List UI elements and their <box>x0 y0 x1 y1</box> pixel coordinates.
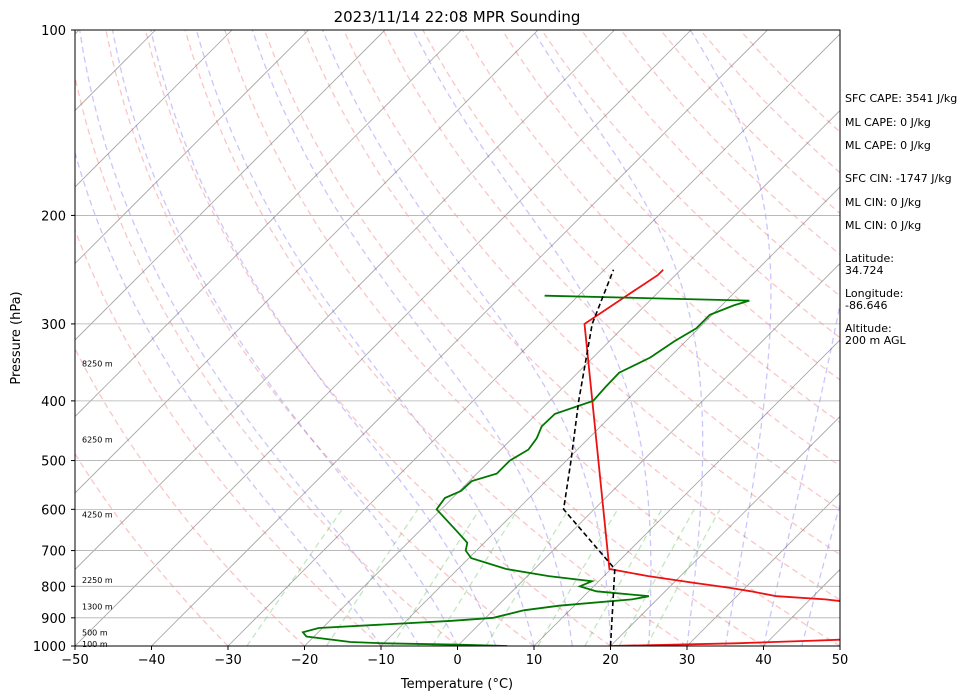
dry-adiabat-line <box>75 74 458 646</box>
y-tick-label: 100 <box>41 24 66 39</box>
moist-adiabat-line <box>532 30 704 646</box>
moist-adiabat-line <box>321 30 612 646</box>
isotherm-line <box>75 30 233 188</box>
height-labels: 100 m 500 m 1300 m 2250 m 4250 m 6250 m 8250 m <box>82 360 113 649</box>
sounding-info: SFC CAPE: 3541 J/kg ML CAPE: 0 J/kg ML C… <box>845 92 957 347</box>
isotherm-line <box>75 30 539 494</box>
mixing-ratio-line <box>537 508 619 646</box>
x-tick-label: −10 <box>367 653 394 668</box>
isotherm-line <box>610 415 840 646</box>
dry-adiabat-line <box>144 30 611 646</box>
dry-adiabat-line <box>343 30 840 556</box>
isotherm-line <box>457 262 840 646</box>
y-tick-label: 200 <box>41 209 66 224</box>
sfc-cin-text: SFC CIN: -1747 J/kg <box>845 172 952 185</box>
isotherm-line <box>75 30 462 418</box>
latitude-value: 34.724 <box>845 264 884 277</box>
isotherm-line <box>151 30 768 646</box>
isotherm-line <box>75 30 692 646</box>
x-tick-label: −40 <box>138 653 165 668</box>
mixing-ratio-line <box>584 508 663 646</box>
moist-adiabat-line <box>111 30 459 646</box>
y-tick-label: 600 <box>41 503 66 518</box>
background-lines <box>75 30 840 646</box>
moist-adiabat-line <box>79 30 420 646</box>
height-label: 4250 m <box>82 511 113 520</box>
isotherm-line <box>380 186 840 646</box>
longitude-value: -86.646 <box>845 299 887 312</box>
y-tick-label: 300 <box>41 318 66 333</box>
moist-adiabat-line <box>412 30 652 646</box>
x-tick-label: 0 <box>453 653 461 668</box>
ml-cin-text: ML CIN: 0 J/kg <box>845 196 921 209</box>
latitude-label: Latitude: <box>845 252 894 265</box>
altitude-value: 200 m AGL <box>845 334 907 347</box>
dry-adiabat-line <box>75 228 382 646</box>
dry-adiabat-line <box>422 30 840 467</box>
x-tick-label: 20 <box>602 653 619 668</box>
isotherm-line <box>75 30 309 265</box>
x-tick-label: 30 <box>679 653 696 668</box>
height-label: 6250 m <box>82 435 113 444</box>
isotherm-line <box>304 109 840 646</box>
dry-adiabat-line <box>184 30 688 646</box>
isotherm-line <box>686 492 840 646</box>
temperature-line <box>583 269 840 646</box>
chart-title: 2023/11/14 22:08 MPR Sounding <box>334 8 581 26</box>
y-tick-label: 700 <box>41 545 66 560</box>
moist-adiabat-line <box>195 30 535 646</box>
dry-adiabat-line <box>75 347 305 646</box>
dry-adiabat-line <box>303 30 840 601</box>
height-label: 2250 m <box>82 576 113 585</box>
y-tick-label: 800 <box>41 580 66 595</box>
ml-cape-text-2: ML CAPE: 0 J/kg <box>845 139 931 152</box>
moist-adiabat-line <box>762 300 840 646</box>
y-tick-label: 900 <box>41 612 66 627</box>
mixing-ratio-line <box>485 508 570 646</box>
height-label: 100 m <box>82 640 108 649</box>
isotherm-line <box>75 30 386 341</box>
height-label: 8250 m <box>82 360 113 369</box>
moist-adiabat-line <box>801 502 840 646</box>
x-tick-label: −50 <box>61 653 88 668</box>
x-tick-label: 50 <box>832 653 849 668</box>
dry-adiabat-line <box>580 30 840 297</box>
dry-adiabat-line <box>105 30 535 646</box>
dry-adiabat-line <box>263 30 840 646</box>
isotherm-line <box>75 30 615 571</box>
mixing-ratio-line <box>646 508 721 646</box>
y-tick-label: 400 <box>41 395 66 410</box>
longitude-label: Longitude: <box>845 287 903 300</box>
axis-ticks: −50 −40 −30 −20 −10 0 10 20 30 40 50 1000 900 800 700 6… <box>33 24 848 668</box>
x-tick-label: 40 <box>755 653 772 668</box>
mixing-ratio-line <box>618 508 695 646</box>
y-tick-label: 1000 <box>33 640 66 655</box>
moist-adiabat-line <box>150 30 497 646</box>
profile-lines <box>301 269 840 646</box>
y-tick-label: 500 <box>41 455 66 470</box>
moist-adiabat-line <box>689 30 772 646</box>
moist-adiabat-line <box>251 30 573 646</box>
dry-adiabat-line <box>382 30 840 511</box>
sfc-cape-text: SFC CAPE: 3541 J/kg <box>845 92 957 105</box>
x-tick-label: 10 <box>526 653 543 668</box>
altitude-label: Altitude: <box>845 322 892 335</box>
ml-cin-text-2: ML CIN: 0 J/kg <box>845 219 921 232</box>
x-tick-label: −20 <box>291 653 318 668</box>
ml-cape-text: ML CAPE: 0 J/kg <box>845 116 931 129</box>
isotherm-line <box>227 33 840 646</box>
dewpoint-line <box>301 294 750 646</box>
x-tick-label: −30 <box>214 653 241 668</box>
x-axis-title: Temperature (°C) <box>400 677 513 692</box>
y-axis-title: Pressure (hPa) <box>9 291 24 384</box>
height-label: 500 m <box>82 628 108 637</box>
isotherm-line <box>533 339 840 646</box>
height-label: 1300 m <box>82 602 113 611</box>
moist-adiabat-line <box>75 150 382 646</box>
